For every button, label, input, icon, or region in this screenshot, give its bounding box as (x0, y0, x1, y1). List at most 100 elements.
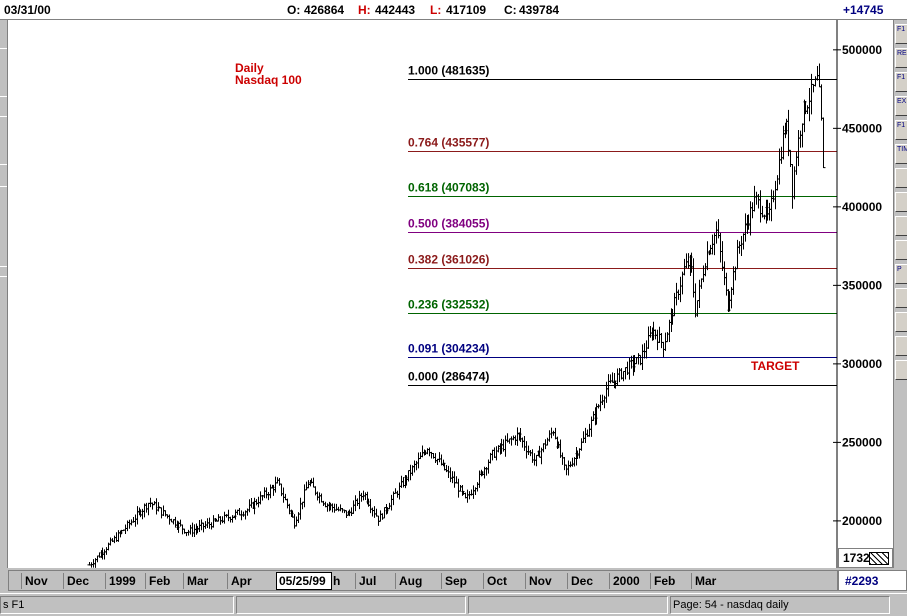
price-bar (773, 180, 778, 210)
price-bar (558, 439, 563, 458)
price-bar (315, 491, 320, 501)
price-bar (600, 394, 605, 406)
price-bar (287, 503, 292, 515)
x-axis-separator (105, 573, 106, 589)
price-bar (416, 452, 421, 469)
price-bar (699, 278, 704, 289)
price-bar (258, 491, 263, 505)
panel-icon[interactable] (895, 192, 907, 212)
price-bar (615, 368, 620, 386)
zoom-icon[interactable] (895, 288, 907, 308)
scale-icon[interactable] (869, 552, 889, 565)
price-bar (703, 263, 708, 277)
price-bar (684, 253, 689, 269)
open-label: O: (287, 3, 301, 17)
arrows-icon[interactable]: TIM (895, 144, 907, 164)
chart-title-line1: Daily (235, 61, 264, 75)
price-bar (507, 438, 512, 444)
price-bar (237, 507, 242, 516)
x-axis-separator (483, 573, 484, 589)
price-bar (112, 535, 117, 544)
text-icon[interactable]: F1 (895, 24, 907, 44)
price-bar (140, 508, 145, 520)
report-icon[interactable]: RE (895, 48, 907, 68)
chart-title-line2: Nasdaq 100 (235, 73, 302, 87)
report-icon[interactable]: EX (895, 96, 907, 116)
price-bar (163, 510, 168, 517)
price-bar (186, 529, 191, 536)
price-bar (108, 537, 113, 546)
monitor-icon[interactable] (895, 240, 907, 260)
image-icon[interactable] (895, 360, 907, 380)
chart-svg[interactable]: 1.000 (481635) 0.764 (435577) 0.618 (40708… (8, 20, 893, 568)
x-axis-separator (63, 573, 64, 589)
price-bar (437, 452, 442, 463)
price-bar (452, 471, 457, 488)
x-axis-month-label: 2000 (613, 574, 640, 588)
price-bar (492, 447, 497, 459)
price-bar (674, 282, 679, 306)
fib-level-label: 0.091 (304234) (408, 342, 489, 356)
price-bar (454, 476, 459, 484)
price-bar (102, 549, 107, 560)
time-axis-bar[interactable]: Nov Dec 1999 Feb Mar Apr Jul Aug Sep Oct Nov Dec 200… (8, 570, 838, 591)
price-bar (697, 279, 702, 308)
price-bar (735, 239, 740, 270)
price-bar (665, 332, 670, 343)
price-chart[interactable]: 1.000 (481635) 0.764 (435577) 0.618 (40708… (8, 20, 893, 568)
p-icon[interactable] (895, 216, 907, 236)
x-axis-month-label: Feb (149, 574, 171, 588)
price-bar (342, 509, 347, 514)
price-bar (545, 437, 550, 446)
price-bar (695, 300, 700, 317)
status-help: s F1 (0, 596, 234, 614)
fib-level-label: 0.000 (286474) (408, 370, 489, 384)
x-axis-month-label: 1999 (109, 574, 136, 588)
x-axis-month-label: Dec (571, 574, 594, 588)
price-bar (796, 130, 801, 167)
y-tick-label: 250000 (842, 435, 882, 449)
quote-bar: 03/31/00 O: 426864 H: 442443 L: 417109 C… (0, 0, 907, 20)
price-bar (494, 446, 499, 461)
status-panel-1 (236, 596, 466, 614)
y-tick-label: 200000 (842, 514, 882, 528)
bar-count: #2293 (838, 570, 907, 591)
price-bar (551, 430, 556, 436)
text-icon[interactable]: F1 (895, 72, 907, 92)
fib-level-label: 0.382 (361026) (408, 253, 489, 267)
status-panel-2 (468, 596, 668, 614)
x-axis-separator (609, 573, 610, 589)
cursor-date-field[interactable]: 05/25/99 (276, 572, 332, 590)
price-bar (805, 105, 810, 114)
price-bar (767, 202, 772, 221)
price-bar (349, 507, 354, 516)
price-bar (598, 394, 603, 412)
close-value: 439784 (519, 3, 560, 17)
x-axis-month-label: Oct (487, 574, 508, 588)
price-bar (737, 241, 742, 254)
color-icon[interactable] (895, 168, 907, 188)
price-bar (188, 524, 193, 535)
crosshair-icon[interactable]: P (895, 264, 907, 284)
price-bar (266, 492, 271, 501)
price-bar (233, 509, 238, 520)
price-bar (429, 451, 434, 459)
price-bar (779, 146, 784, 164)
price-bar (484, 467, 489, 476)
price-bar (262, 487, 267, 499)
zoom-icon[interactable]: F1 (895, 120, 907, 140)
price-bar (821, 117, 826, 169)
price-bar (587, 423, 592, 437)
price-bar (646, 326, 651, 349)
print-icon[interactable] (895, 336, 907, 356)
price-bar (283, 493, 288, 501)
open-value: 426864 (304, 3, 345, 17)
price-bar (693, 283, 698, 318)
price-bar (686, 253, 691, 269)
left-scroll-strip[interactable] (0, 20, 8, 568)
arrows-icon[interactable] (895, 312, 907, 332)
y-tick-label: 500000 (842, 43, 882, 57)
price-bar (154, 498, 159, 515)
price-bar (642, 343, 647, 359)
x-axis-month-label: Aug (399, 574, 423, 588)
